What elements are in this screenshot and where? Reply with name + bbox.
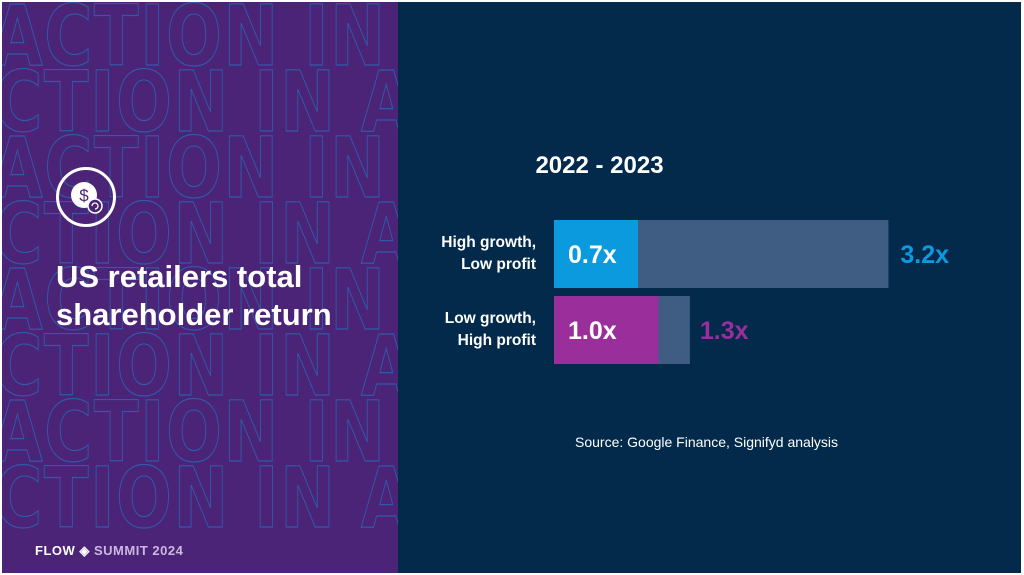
- chart-panel: 2022 - 2023 0.7x 3.2x High growth, Low prof…: [398, 2, 1021, 573]
- bar-base-label: 1.0x: [568, 317, 617, 345]
- watermark-row: ACTION IN ACTION IN ACTION IN: [2, 2, 398, 85]
- watermark-row: ACTION IN ACTION IN ACTION IN: [2, 317, 398, 415]
- flow-summit-logo: FLOW ◈ SUMMIT 2024: [35, 543, 184, 558]
- watermark-row: ACTION IN ACTION IN ACTION IN: [2, 383, 398, 481]
- bar-chart: 0.7x 3.2x High growth, Low profit 1.0x 1.3x Lo…: [441, 220, 949, 364]
- bar-base: [554, 220, 638, 288]
- bar-base-label: 0.7x: [568, 241, 617, 269]
- logo-flow: FLOW: [35, 543, 76, 558]
- bar-total-label: 1.3x: [700, 317, 749, 345]
- source-note: Source: Google Finance, Signifyd analysi…: [575, 434, 839, 450]
- category-label: High growth,: [441, 234, 536, 251]
- category-label: Low growth,: [445, 310, 536, 327]
- slide-title: US retailers total shareholder return: [56, 258, 332, 334]
- category-label: High profit: [458, 332, 536, 349]
- dollar-coin-return-icon: $: [56, 167, 116, 227]
- watermark-row: ACTION IN ACTION IN ACTION IN: [2, 53, 398, 151]
- chart-title: 2022 - 2023: [535, 152, 664, 179]
- svg-text:$: $: [79, 186, 89, 205]
- title-line-1: US retailers total: [56, 259, 303, 294]
- watermark-row: ACTION IN ACTION IN ACTION IN: [2, 251, 398, 349]
- bar-base: [554, 296, 659, 364]
- bar-total-label: 3.2x: [900, 241, 949, 269]
- watermark-row: ACTION IN ACTION IN ACTION IN: [2, 449, 398, 547]
- title-line-2: shareholder return: [56, 297, 332, 332]
- category-label: Low profit: [461, 256, 536, 273]
- logo-summit: SUMMIT 2024: [94, 543, 184, 558]
